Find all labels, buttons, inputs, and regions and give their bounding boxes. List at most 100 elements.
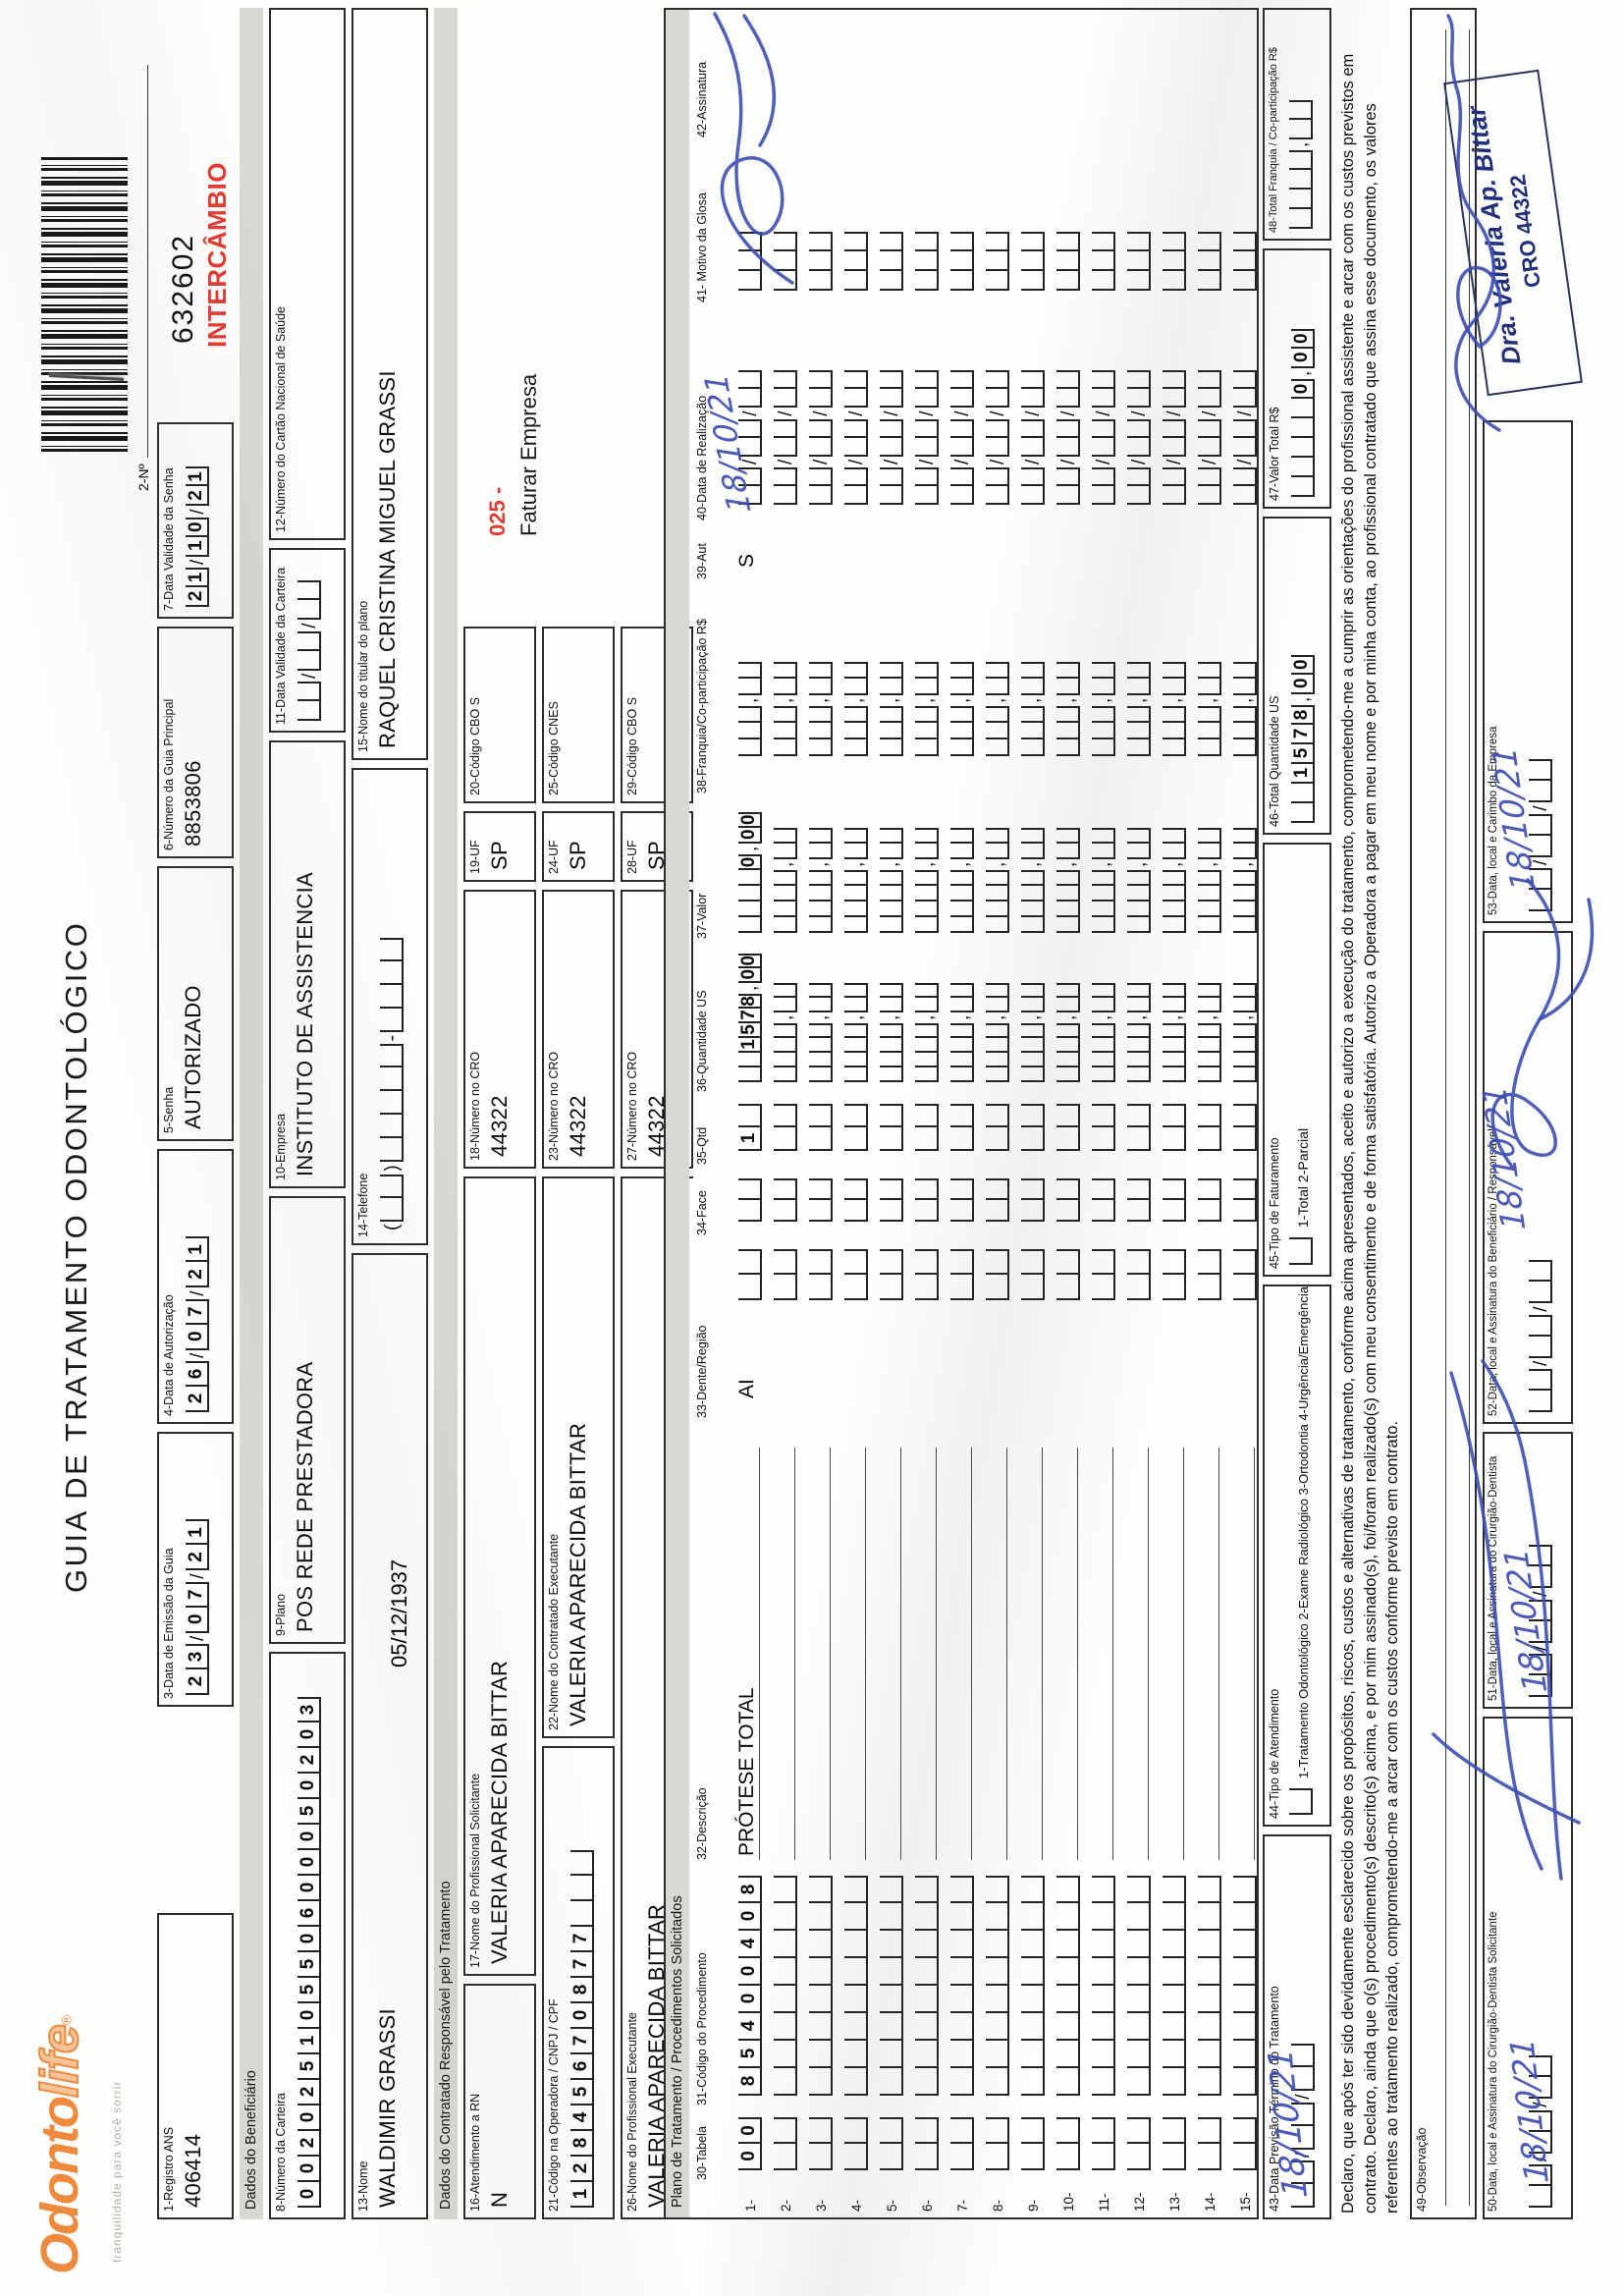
comb-cell <box>880 1931 903 1958</box>
logo-text-accent: life <box>29 2024 90 2099</box>
comb-cell <box>1127 982 1151 998</box>
comb-cell <box>1127 723 1151 739</box>
declaration-text: Declaro, que após ter sido devidamente e… <box>1337 14 1404 2214</box>
table-cell-group <box>945 1178 974 1222</box>
comb-cell <box>915 1931 939 1958</box>
table-cell-group: , <box>945 982 974 1082</box>
field-value: INSTITUTO DE ASSISTENCIA <box>293 872 317 1176</box>
comb-cell: 2 <box>298 1748 321 1774</box>
row-number: 12- <box>1132 2192 1147 2212</box>
comb-cell <box>986 843 1009 859</box>
comb-cell <box>844 2041 868 2068</box>
comb-separator: , <box>1235 1014 1256 1020</box>
comb-cell <box>1127 2117 1151 2144</box>
comb-cell: 2 <box>186 587 209 607</box>
comb-cell <box>950 2013 974 2041</box>
table-cell-group <box>768 1178 797 1222</box>
comb-cell: 5 <box>738 2041 762 2068</box>
table-row: 3-,,, / / <box>799 10 835 2217</box>
row1-descricao: PRÓTESE TOTAL <box>735 1687 758 1856</box>
comb-cell <box>1163 1178 1186 1200</box>
comb-cell <box>986 886 1009 902</box>
table-cell-group <box>945 1104 974 1151</box>
table-row: 10-,,, / / <box>1047 10 1082 2217</box>
comb-cell <box>915 678 939 695</box>
comb-cell: 5 <box>298 1952 321 1978</box>
comb-cell <box>774 437 797 457</box>
section-dados-contratado: Dados do Contratado Responsável pelo Tra… <box>434 8 458 2219</box>
descricao-writing-line <box>759 1448 760 1860</box>
col-header-franquia: 38-Franquia/Co-participação R$ <box>695 619 709 793</box>
comb-cell <box>774 723 797 739</box>
comb-cell <box>915 271 939 291</box>
comb-cell: 5 <box>298 1978 321 2003</box>
comb-cell: 2 <box>186 1262 209 1288</box>
table-cell-group: , <box>1121 982 1151 1082</box>
comb-cell <box>1163 486 1186 505</box>
field-label: 16-Atendimento a RN <box>468 2093 482 2212</box>
col-header-qtd: 35-Qtd <box>695 1126 709 1165</box>
form-title: GUIA DE TRATAMENTO ODONTOLÓGICO <box>59 920 93 1593</box>
table-cell-group <box>768 1104 797 1151</box>
comb-cell <box>1233 271 1257 291</box>
comb-cell <box>1291 418 1315 438</box>
comb-cell <box>380 938 404 962</box>
comb-cell <box>950 232 974 251</box>
comb-cell <box>986 251 1009 271</box>
comb-separator: , <box>1058 1014 1079 1020</box>
table-cell-group: , <box>803 661 833 756</box>
comb-cell <box>1163 389 1186 409</box>
descricao-writing-line <box>865 1448 866 1860</box>
comb-cell <box>738 1178 762 1200</box>
declaration-line-2: contrato. Declaro, ainda que o(s) proced… <box>1361 103 1380 2214</box>
field-12-cartao-nacional-saude: 12-Número do Cartão Nacional de Saúde <box>269 8 346 540</box>
table-cell-group: , <box>1157 827 1186 933</box>
comb-separator: , <box>1200 697 1220 703</box>
table-row: 15-,,, / / <box>1223 10 1259 2217</box>
comb-cell <box>1092 1038 1115 1053</box>
field-2-numero: 2-Nº <box>135 65 151 491</box>
barcode <box>41 157 128 452</box>
table-cell-group <box>1015 1249 1045 1300</box>
comb-cell <box>844 2013 868 2041</box>
comb-separator: / <box>1094 459 1114 465</box>
comb-cell <box>844 739 868 756</box>
comb-cell <box>915 1903 939 1931</box>
comb-cell <box>844 389 868 409</box>
comb-cell <box>1233 1053 1257 1067</box>
comb-cell: 2 <box>186 1387 209 1412</box>
table-cell-group <box>1121 1876 1151 2096</box>
field-45-tipo-faturamento: 45-Tipo de Faturamento 1-Total 2-Parcial <box>1263 843 1331 1277</box>
comb-cell <box>844 982 868 998</box>
table-cell-group <box>909 1876 939 2096</box>
field-value: AUTORIZADO <box>181 985 205 1129</box>
comb-cell <box>774 706 797 723</box>
comb-cell <box>915 1067 939 1082</box>
comb-cell: 0 <box>298 2105 321 2131</box>
comb-cell <box>1198 723 1221 739</box>
comb-separator: , <box>1129 697 1150 703</box>
comb-cell <box>809 902 833 917</box>
comb-cell <box>774 2068 797 2096</box>
comb-cell: 0 <box>1291 379 1315 399</box>
comb-cell <box>1056 1275 1080 1300</box>
comb-cell <box>1092 723 1115 739</box>
field-24-uf: 24-UF SP <box>542 811 615 882</box>
comb-cell <box>1198 2144 1221 2170</box>
field-2-blank-line <box>147 65 148 459</box>
comb-cell <box>880 486 903 505</box>
comb-cell <box>844 843 868 859</box>
comb-cell <box>1092 739 1115 756</box>
comb-cell <box>1092 870 1115 886</box>
comb-cell <box>915 843 939 859</box>
comb-cell: 6 <box>570 2054 594 2080</box>
comb-cell <box>915 2013 939 2041</box>
comb-cell <box>809 389 833 409</box>
comb-cell <box>1127 2144 1151 2170</box>
comb-cell <box>1198 982 1221 998</box>
comb-cell <box>1127 1275 1151 1300</box>
table-cell-group <box>768 1876 797 2096</box>
comb-cell <box>774 1053 797 1067</box>
table-cell-group: , <box>874 661 903 756</box>
